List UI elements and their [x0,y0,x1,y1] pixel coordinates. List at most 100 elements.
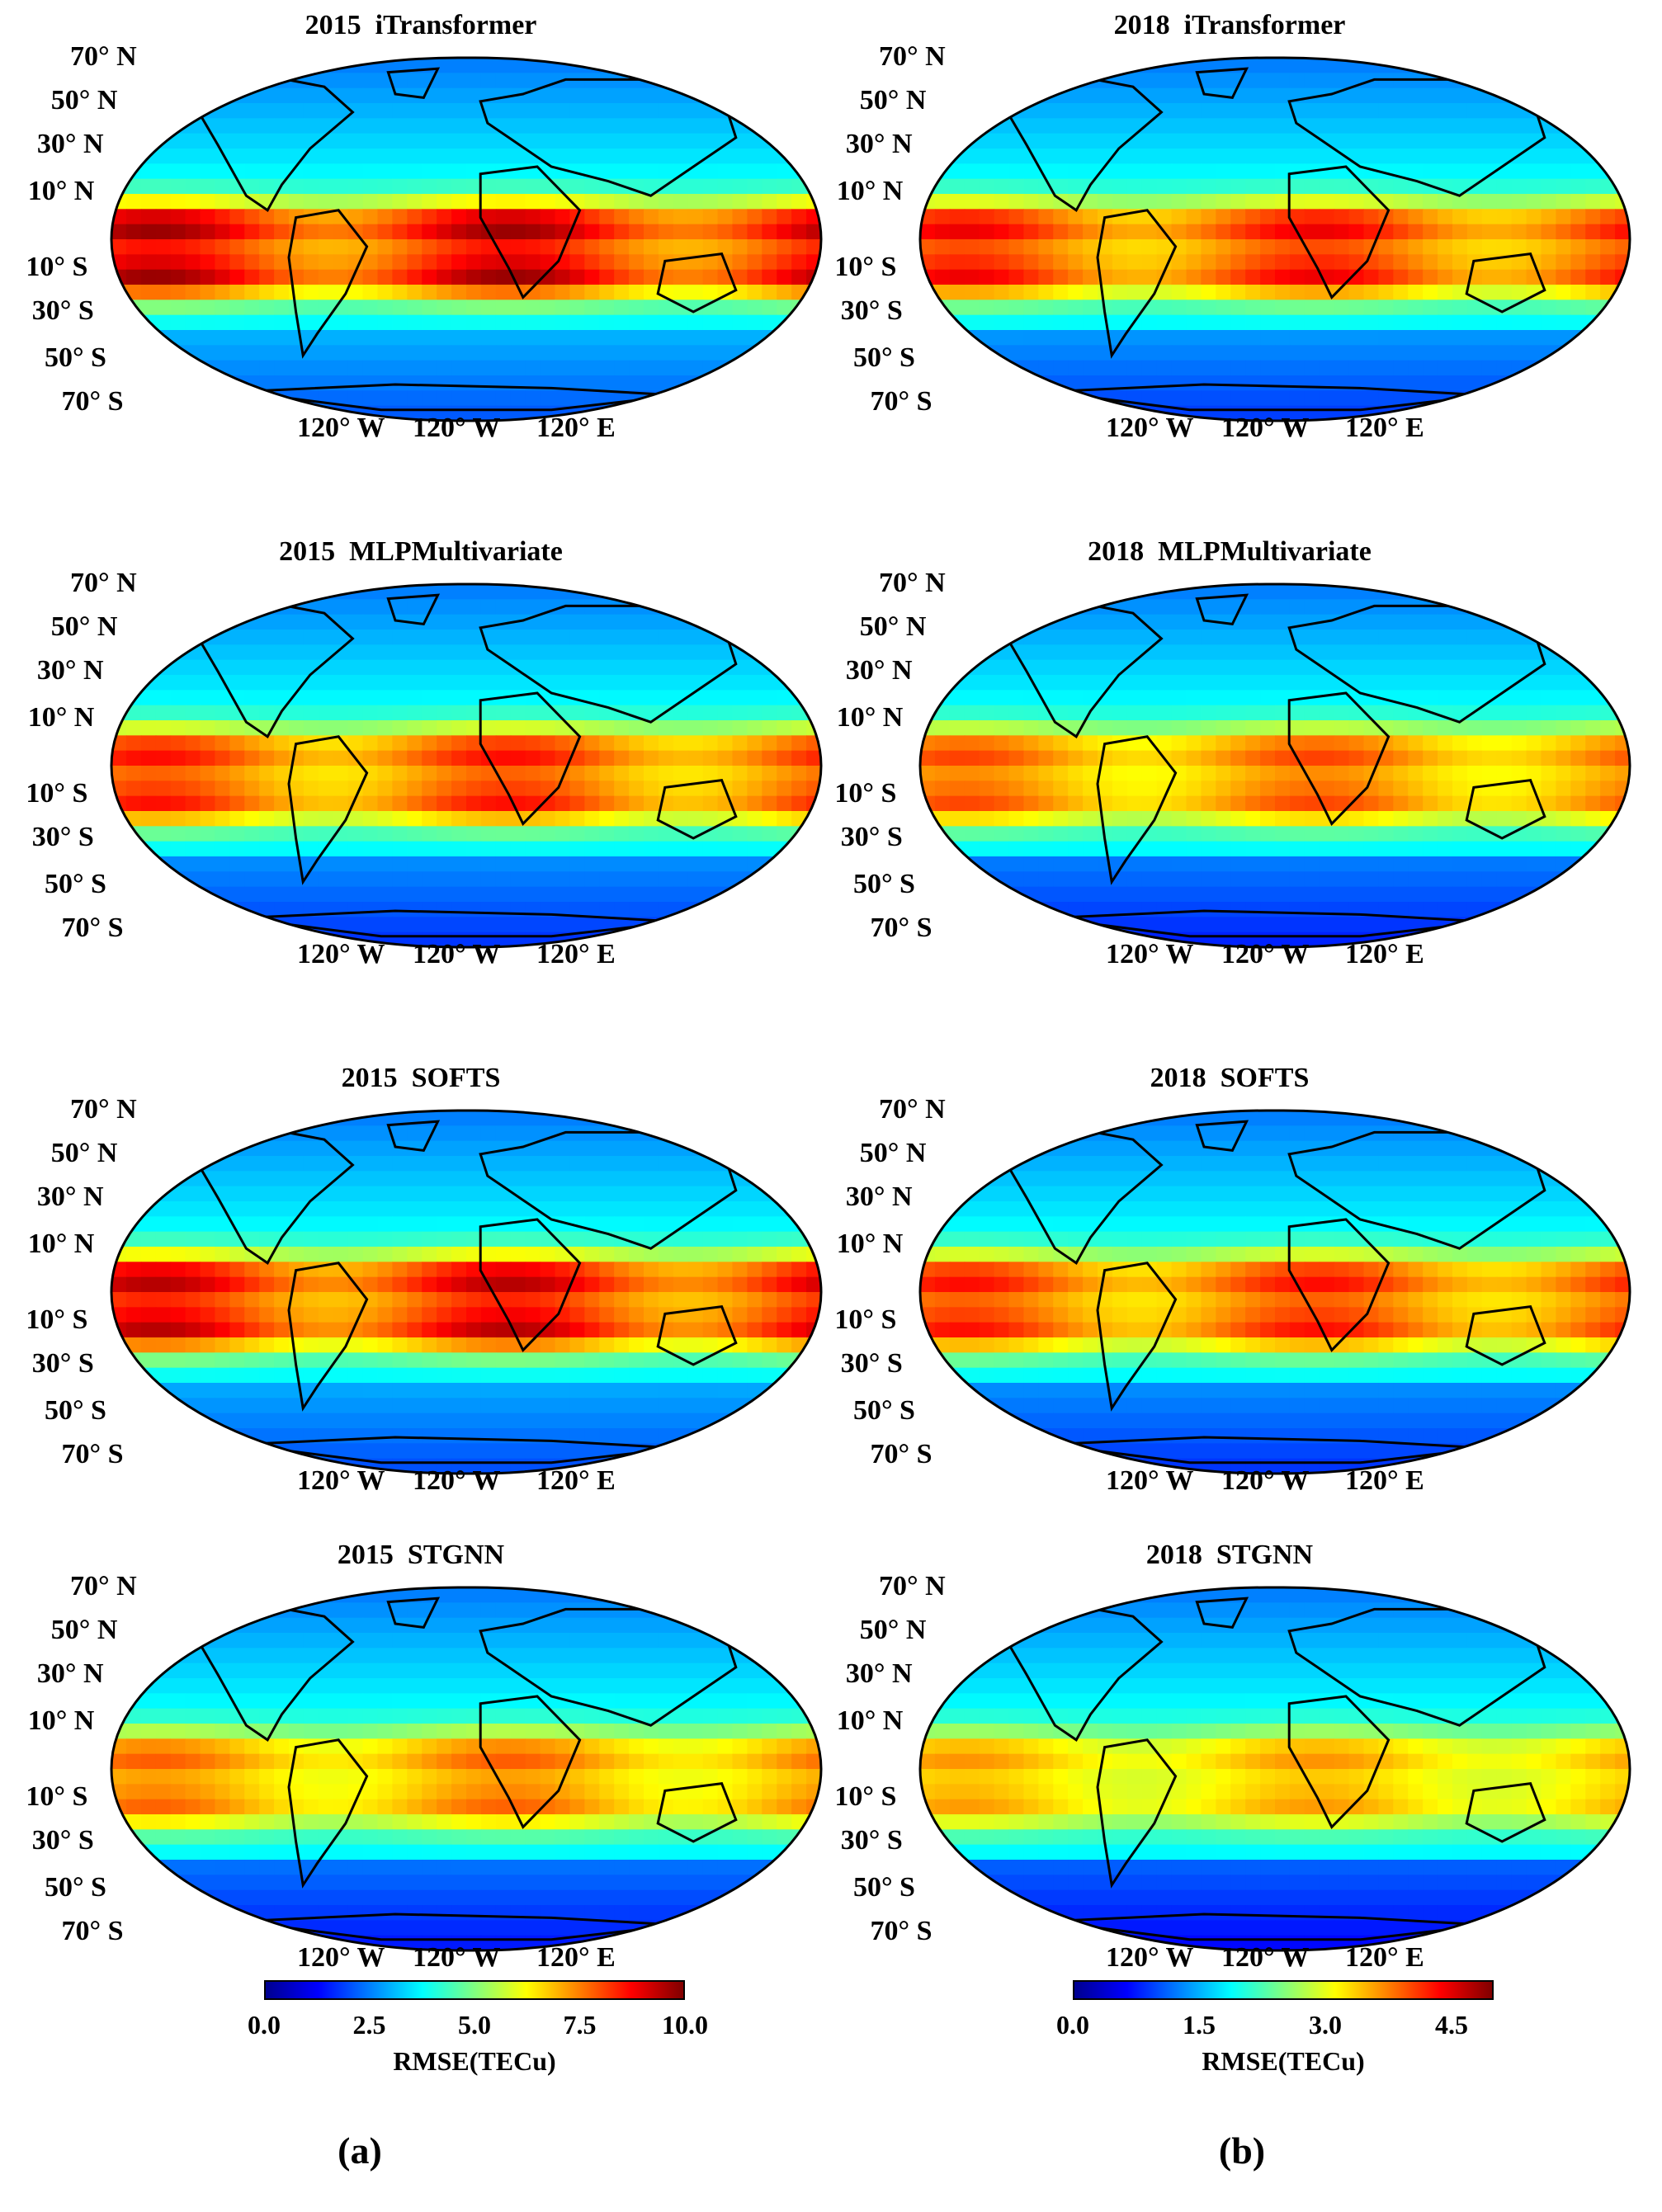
heatmap-cell [140,209,157,225]
heatmap-cell [362,1171,379,1187]
heatmap-cell [1216,599,1231,615]
heatmap-cell [422,163,437,180]
heatmap-cell [1452,841,1468,857]
heatmap-cell [979,902,995,917]
heatmap-cell [1334,856,1350,872]
heatmap-cell [1245,871,1261,888]
heatmap-cell [495,841,512,857]
heatmap-cell [658,58,674,73]
heatmap-cell [480,360,497,376]
heatmap-cell [1600,750,1616,766]
heatmap-cell [994,194,1010,210]
heatmap-cell [1216,720,1231,736]
heatmap-cell [125,360,142,376]
heatmap-cell [510,58,526,73]
heatmap-cell [673,630,689,645]
heatmap-cell [1275,224,1291,240]
heatmap-cell [407,599,423,615]
heatmap-cell [422,345,437,361]
heatmap-cell [673,705,689,721]
heatmap-cell [1260,390,1276,407]
heatmap-cell [644,1140,659,1157]
heatmap-cell [170,209,187,225]
heatmap-cell [1423,314,1438,331]
heatmap-cell [1438,285,1453,300]
heatmap-cell [1526,209,1542,225]
heatmap-cell [540,314,556,331]
heatmap-cell [185,178,201,195]
heatmap-cell [540,917,556,933]
heatmap-cell [1156,811,1173,827]
heatmap-cell [510,163,526,180]
heatmap-cell [229,390,245,407]
heatmap-cell [185,390,201,407]
heatmap-cell [200,584,216,600]
heatmap-cell [1053,405,1069,421]
heatmap-cell [777,118,792,134]
heatmap-cell [1126,360,1143,376]
heatmap-cell [1216,750,1231,766]
heatmap-cell [1452,614,1468,630]
heatmap-cell [777,902,792,917]
heatmap-cell [510,360,526,376]
heatmap-cell [1068,675,1084,691]
heatmap-cell [1526,87,1542,104]
heatmap-cell [1156,239,1173,255]
heatmap-cell [934,720,951,736]
heatmap-cell [1186,750,1202,766]
heatmap-cell [747,314,763,331]
heatmap-cell [614,856,630,872]
heatmap-cell [644,795,659,812]
heatmap-cell [629,1156,644,1172]
heatmap-cell [1245,766,1261,781]
heatmap-cell [1481,766,1498,781]
heatmap-cell [629,826,644,842]
heatmap-cell [1526,644,1542,661]
heatmap-cell [791,133,807,149]
heatmap-cell [1423,735,1438,752]
heatmap-cell [1083,902,1098,917]
heatmap-cell [1112,735,1128,752]
heatmap-cell [687,239,704,255]
heatmap-cell [1600,795,1616,812]
heatmap-cell [979,705,995,721]
heatmap-cell [1319,766,1335,781]
heatmap-cell [1363,194,1380,210]
heatmap-cell [200,254,216,271]
heatmap-cell [170,735,187,752]
heatmap-cell [362,390,379,407]
heatmap-cell [1570,917,1586,933]
heatmap-cell [510,118,526,134]
heatmap-cell [466,149,482,164]
heatmap-cell [437,614,452,630]
heatmap-cell [555,720,571,736]
heatmap-cell [1023,87,1039,104]
heatmap-cell [422,1156,437,1172]
heatmap-cell [717,209,734,225]
longitude-label: 120° W [1221,939,1310,969]
heatmap-cell [303,314,319,331]
heatmap-cell [629,795,644,812]
heatmap-cell [777,781,792,797]
heatmap-cell [347,360,364,376]
heatmap-cell [979,720,995,736]
heatmap-cell [244,314,260,331]
heatmap-cell [569,826,585,842]
heatmap-cell [1008,917,1025,933]
heatmap-cell [480,118,497,134]
panel-title: 2018 MLPMultivariate [1088,536,1372,567]
heatmap-cell [1438,811,1453,827]
heatmap-cell [377,781,394,797]
heatmap-cell [289,781,305,797]
heatmap-cell [1068,285,1084,300]
heatmap-cell [1348,614,1365,630]
heatmap-cell [1083,630,1098,645]
heatmap-cell [614,133,630,149]
heatmap-cell [480,766,497,781]
heatmap-cell [170,720,187,736]
heatmap-cell [599,735,615,752]
heatmap-cell [1452,931,1468,947]
heatmap-cell [185,1201,201,1217]
heatmap-cell [1156,644,1173,661]
heatmap-cell [289,750,305,766]
